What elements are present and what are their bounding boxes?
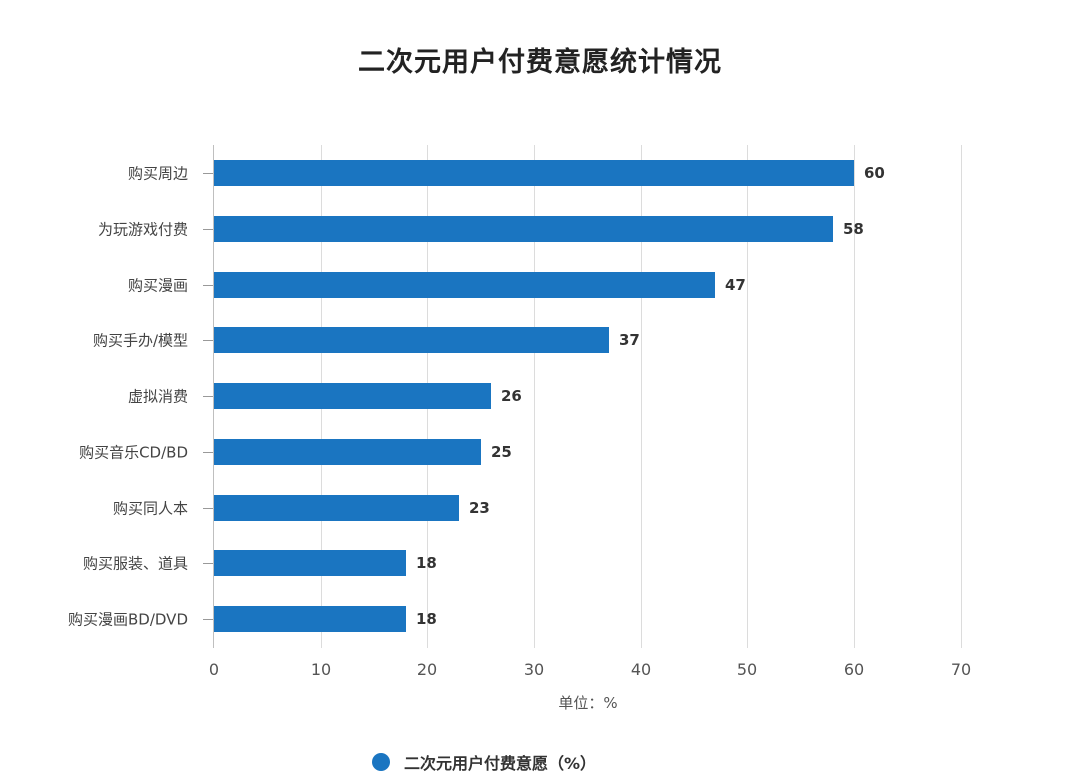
x-tick-label: 0 <box>208 660 220 679</box>
x-tick-label: 10 <box>310 660 332 679</box>
y-tick-mark <box>203 508 213 509</box>
category-label: 虚拟消费 <box>127 387 188 406</box>
bar[interactable] <box>214 606 406 632</box>
y-tick-mark <box>203 563 213 564</box>
gridline <box>641 145 642 648</box>
bar[interactable] <box>214 216 833 242</box>
x-axis-label: 单位：% <box>558 694 618 712</box>
legend-marker-icon <box>372 753 390 771</box>
bar-value-label: 18 <box>416 554 437 572</box>
bar[interactable] <box>214 439 481 465</box>
category-label: 购买手办/模型 <box>92 331 188 350</box>
category-label: 购买周边 <box>127 164 188 183</box>
x-tick-label: 50 <box>736 660 758 679</box>
gridline <box>747 145 748 648</box>
category-label: 购买服装、道具 <box>82 554 188 573</box>
y-tick-mark <box>203 173 213 174</box>
bar-value-label: 47 <box>725 276 746 294</box>
x-tick-label: 20 <box>416 660 438 679</box>
bar-value-label: 60 <box>864 164 885 182</box>
bar-value-label: 26 <box>501 387 522 405</box>
y-tick-mark <box>203 452 213 453</box>
category-label: 购买音乐CD/BD <box>79 443 188 462</box>
bar[interactable] <box>214 272 715 298</box>
category-label: 购买同人本 <box>112 499 188 518</box>
category-label: 购买漫画 <box>127 276 188 295</box>
bar[interactable] <box>214 160 854 186</box>
y-axis-line <box>213 145 214 648</box>
bar-value-label: 18 <box>416 610 437 628</box>
bar[interactable] <box>214 550 406 576</box>
category-label: 购买漫画BD/DVD <box>68 610 188 629</box>
bar[interactable] <box>214 495 459 521</box>
chart-title: 二次元用户付费意愿统计情况 <box>358 47 722 78</box>
x-tick-label: 40 <box>630 660 652 679</box>
category-label: 为玩游戏付费 <box>97 220 188 239</box>
y-tick-mark <box>203 396 213 397</box>
x-tick-label: 70 <box>950 660 972 679</box>
bar-value-label: 37 <box>619 331 640 349</box>
x-tick-label: 60 <box>843 660 865 679</box>
gridline <box>534 145 535 648</box>
x-tick-label: 30 <box>523 660 545 679</box>
gridline <box>961 145 962 648</box>
bar-value-label: 25 <box>491 443 512 461</box>
gridline <box>854 145 855 648</box>
y-tick-mark <box>203 619 213 620</box>
bar[interactable] <box>214 383 491 409</box>
y-tick-mark <box>203 229 213 230</box>
bar-value-label: 58 <box>843 220 864 238</box>
y-tick-mark <box>203 285 213 286</box>
legend-label: 二次元用户付费意愿（%） <box>404 754 597 773</box>
bar-value-label: 23 <box>469 499 490 517</box>
legend[interactable]: 二次元用户付费意愿（%） <box>372 750 596 774</box>
bar[interactable] <box>214 327 609 353</box>
y-tick-mark <box>203 340 213 341</box>
